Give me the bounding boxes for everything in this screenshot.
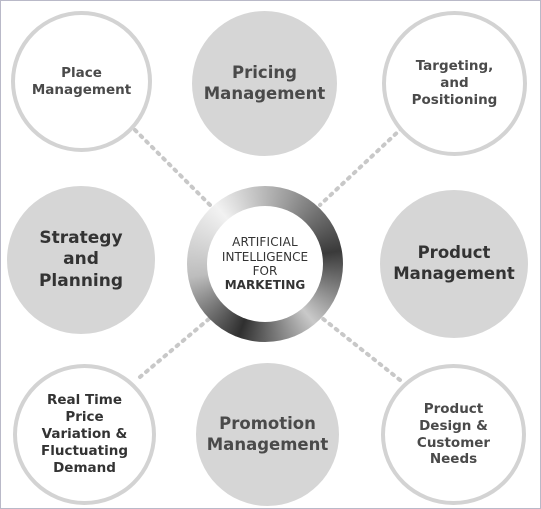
node-product-design: Product Design & Customer Needs — [381, 364, 526, 505]
connector-top-right — [318, 126, 404, 207]
node-pricing-management-label: Pricing Management — [203, 62, 326, 103]
node-promotion-management: Promotion Management — [196, 363, 339, 506]
node-product-design-label: Product Design & Customer Needs — [416, 400, 491, 468]
node-real-time-price: Real Time Price Variation & Fluctuating … — [13, 364, 156, 505]
center-line-3: FOR — [252, 264, 278, 278]
node-targeting-positioning-label: Targeting, and Positioning — [411, 58, 498, 108]
node-product-management-label: Product Management — [393, 243, 515, 283]
node-product-management: Product Management — [380, 190, 528, 338]
node-real-time-price-label: Real Time Price Variation & Fluctuating … — [41, 392, 128, 476]
center-line-4: MARKETING — [224, 278, 306, 293]
node-place-management: Place Management — [11, 11, 152, 152]
connector-top-left — [133, 128, 212, 207]
node-strategy-planning-label: Strategy and Planning — [38, 228, 124, 291]
center-line-1: ARTIFICIAL — [232, 235, 298, 250]
node-place-management-label: Place Management — [31, 64, 132, 98]
node-targeting-positioning: Targeting, and Positioning — [382, 11, 527, 156]
connector-bottom-left — [138, 316, 212, 379]
node-strategy-planning: Strategy and Planning — [7, 186, 155, 334]
connector-bottom-right — [320, 316, 402, 382]
center-ring: ARTIFICIAL INTELLIGENCE FOR MARKETING — [187, 186, 343, 342]
center-line-2: INTELLIGENCE — [221, 249, 309, 264]
node-pricing-management: Pricing Management — [192, 11, 337, 156]
node-promotion-management-label: Promotion Management — [206, 413, 329, 454]
center-label: ARTIFICIAL INTELLIGENCE FOR MARKETING — [207, 206, 323, 322]
